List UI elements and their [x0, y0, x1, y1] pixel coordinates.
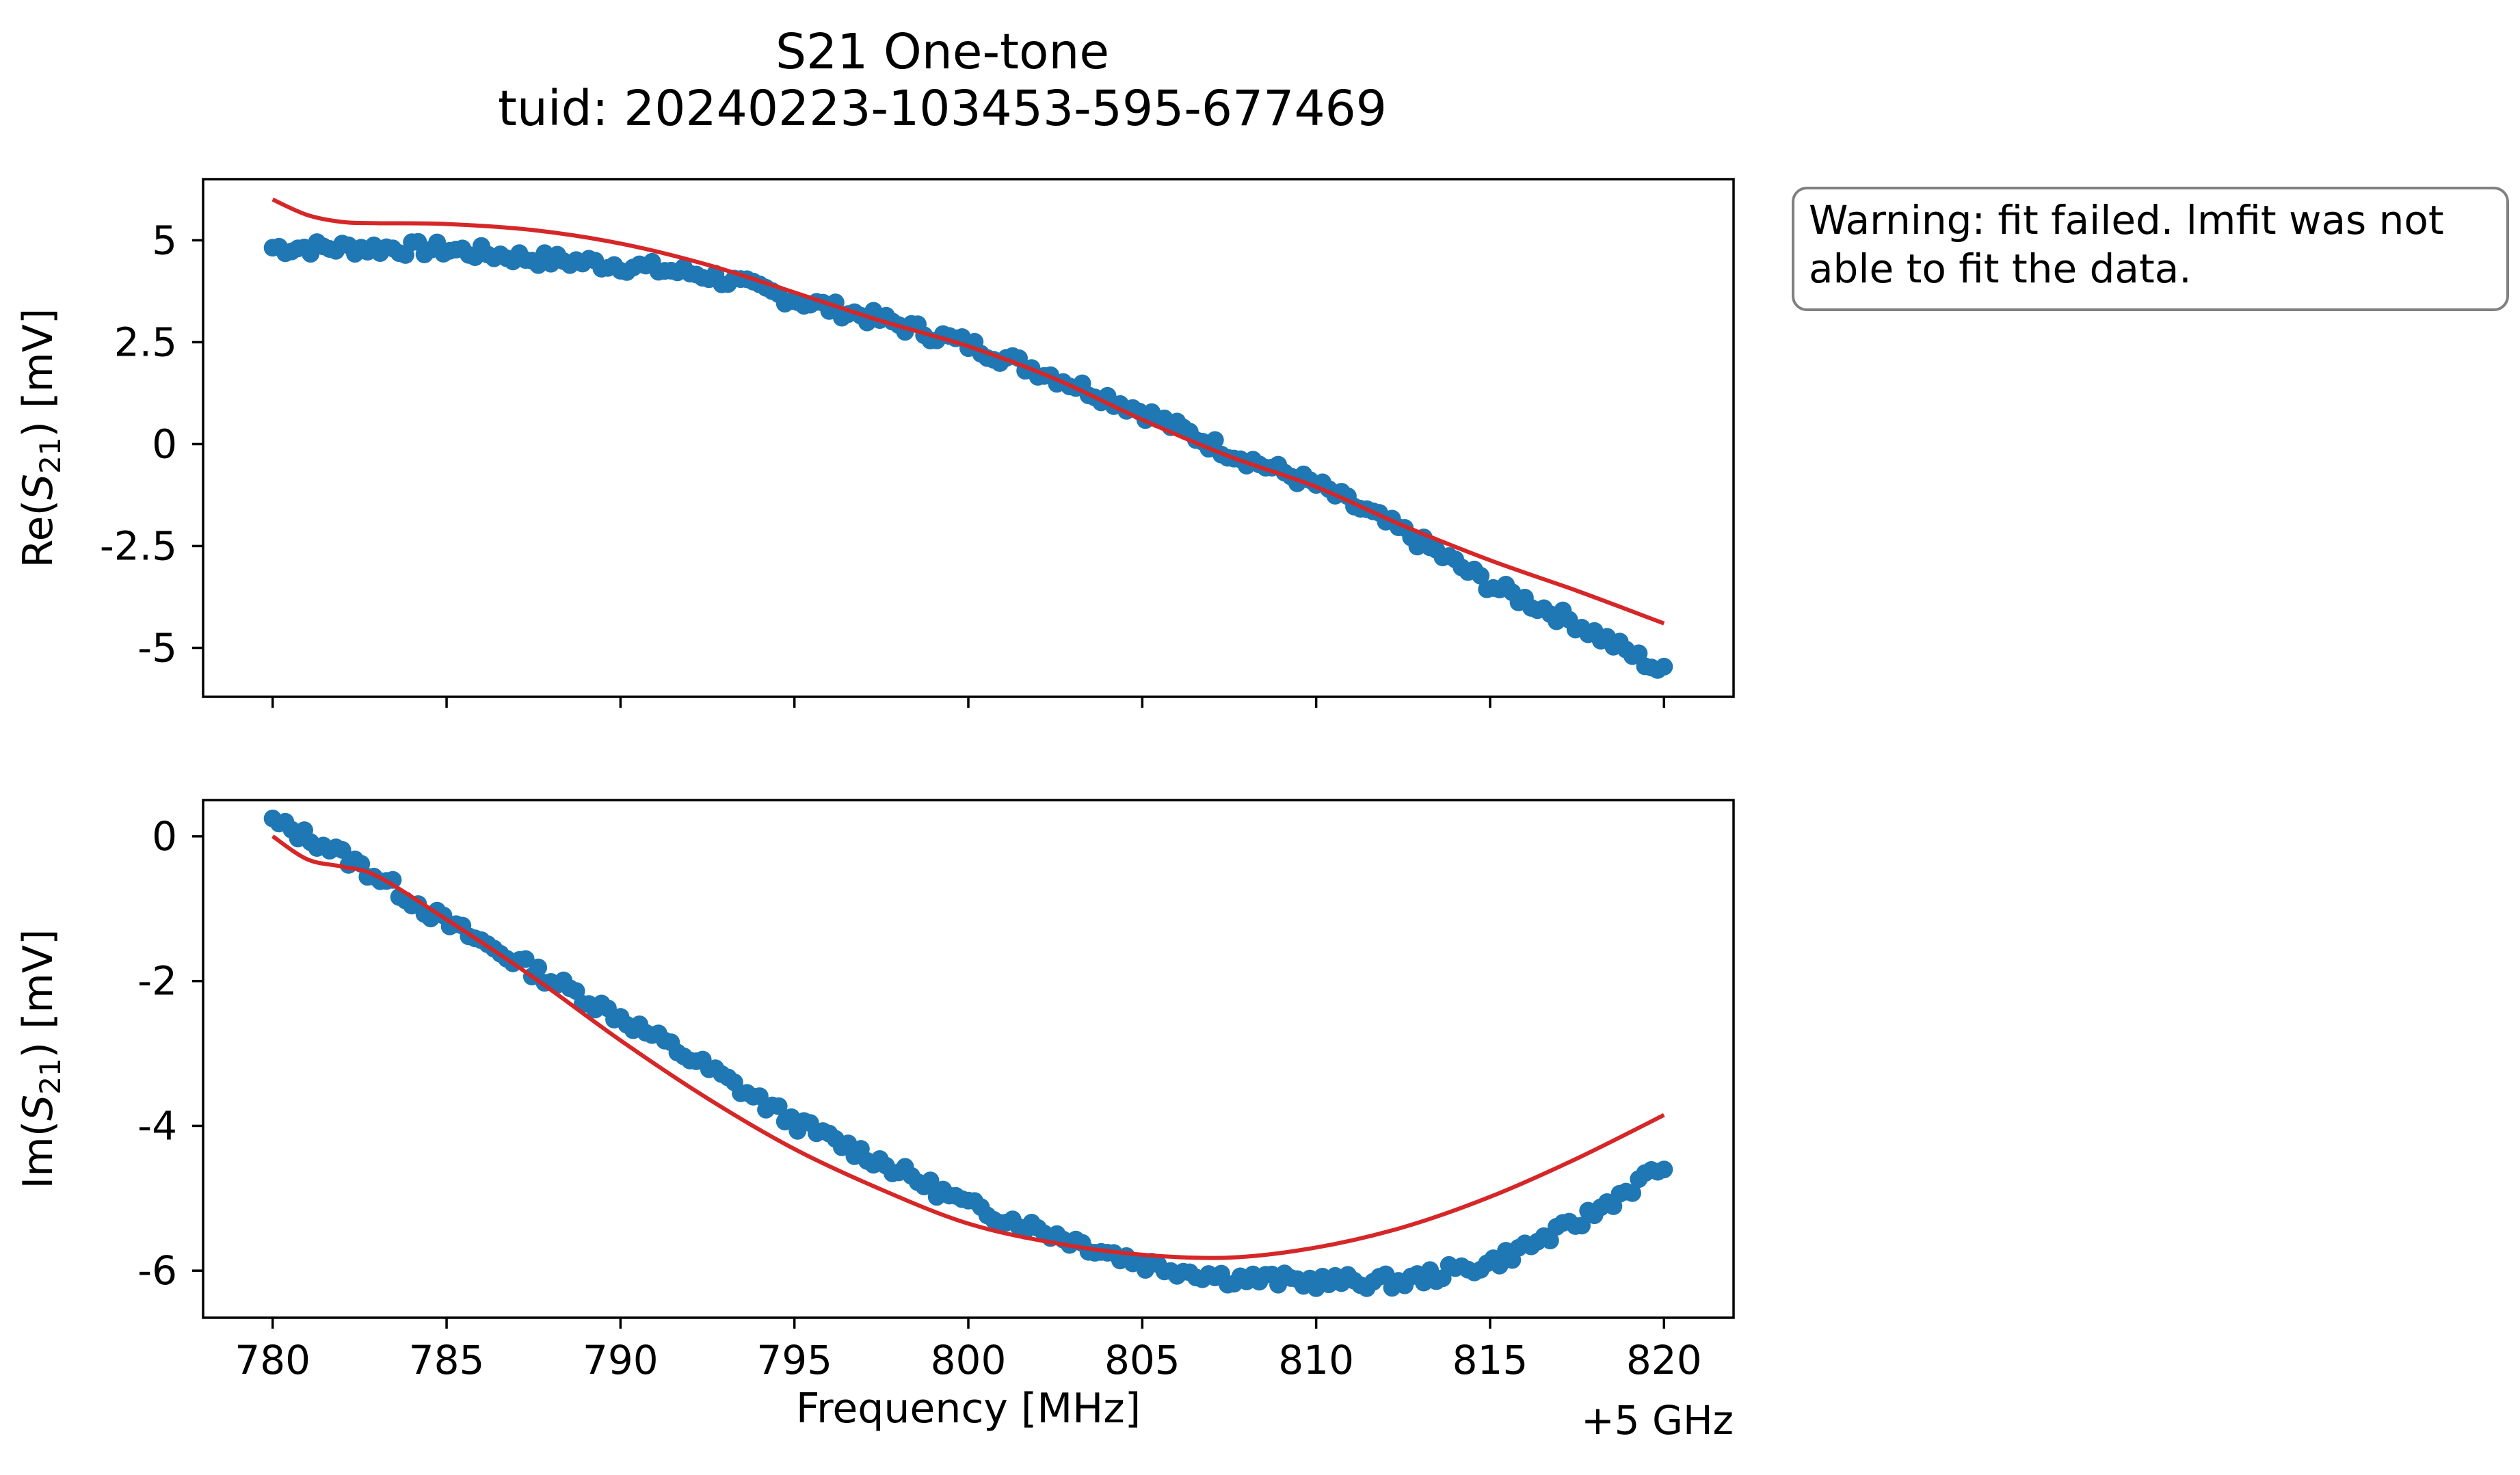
warning-box-border — [1792, 187, 2509, 311]
bottom-fit-line — [271, 834, 1665, 1260]
figure-title-line2: tuid: 20240223-103453-595-677469 — [498, 80, 1387, 137]
bottom-data-point — [1655, 1160, 1673, 1179]
bottom-data-point — [1573, 1217, 1591, 1235]
top-ytick-label: 2.5 — [114, 319, 177, 365]
bottom-xtick-label: 805 — [1104, 1337, 1180, 1383]
im-s21-panel: 780 785 790 795 800 805 810 815 820 0 -2 -4 -6 Im(S21… — [14, 799, 1735, 1433]
bottom-xtick-label: 810 — [1278, 1337, 1354, 1383]
bottom-xtick-label: 820 — [1626, 1337, 1702, 1383]
bottom-ylabel: Im(S21) [mV] — [14, 929, 67, 1189]
bottom-data-point — [1623, 1184, 1641, 1202]
top-data-point — [1655, 657, 1673, 676]
bottom-data-point — [1433, 1269, 1452, 1288]
top-ylabel: Re(S21) [mV] — [14, 308, 67, 568]
bottom-axes-frame — [202, 799, 1735, 1319]
top-ytick-label: 0 — [152, 421, 177, 467]
bottom-ytick-label: 0 — [152, 813, 177, 860]
top-ytick-label: -2.5 — [100, 522, 177, 569]
bottom-xtick-label: 785 — [409, 1337, 485, 1383]
bottom-xtick-label: 800 — [931, 1337, 1007, 1383]
bottom-data-point — [1541, 1232, 1559, 1249]
bottom-xtick-label: 780 — [235, 1337, 310, 1383]
bottom-xtick-label: 815 — [1453, 1337, 1528, 1383]
top-fit-line — [271, 198, 1665, 626]
top-data-point — [1472, 566, 1490, 585]
warning-box: Warning: fit failed. lmfit was not able … — [1792, 187, 2509, 311]
bottom-data-point — [333, 840, 352, 859]
bottom-ytick-label: -6 — [137, 1247, 177, 1294]
top-ytick-label: 5 — [152, 217, 177, 263]
top-data-point — [1206, 431, 1224, 449]
figure-title-line1: S21 One-tone — [775, 23, 1109, 80]
bottom-data-point — [750, 1087, 769, 1106]
bottom-xtick-label: 795 — [756, 1337, 832, 1383]
bottom-data-point — [529, 958, 548, 976]
top-ytick-label: -5 — [137, 624, 177, 671]
x-offset-label: +5 GHz — [1581, 1397, 1734, 1444]
bottom-data-point — [769, 1097, 788, 1115]
bottom-data-point — [516, 950, 535, 968]
re-s21-panel: 5 2.5 0 -2.5 -5 Re(S21) [mV] — [14, 178, 1735, 708]
bottom-xlabel: Frequency [MHz] — [796, 1385, 1141, 1433]
bottom-ytick-label: -2 — [137, 958, 177, 1005]
bottom-data-point — [921, 1171, 940, 1190]
bottom-xtick-label: 790 — [583, 1337, 659, 1383]
bottom-ytick-label: -4 — [137, 1102, 177, 1149]
warning-line1: Warning: fit failed. lmfit was not — [1809, 197, 2444, 243]
warning-line2: able to fit the data. — [1809, 245, 2192, 292]
